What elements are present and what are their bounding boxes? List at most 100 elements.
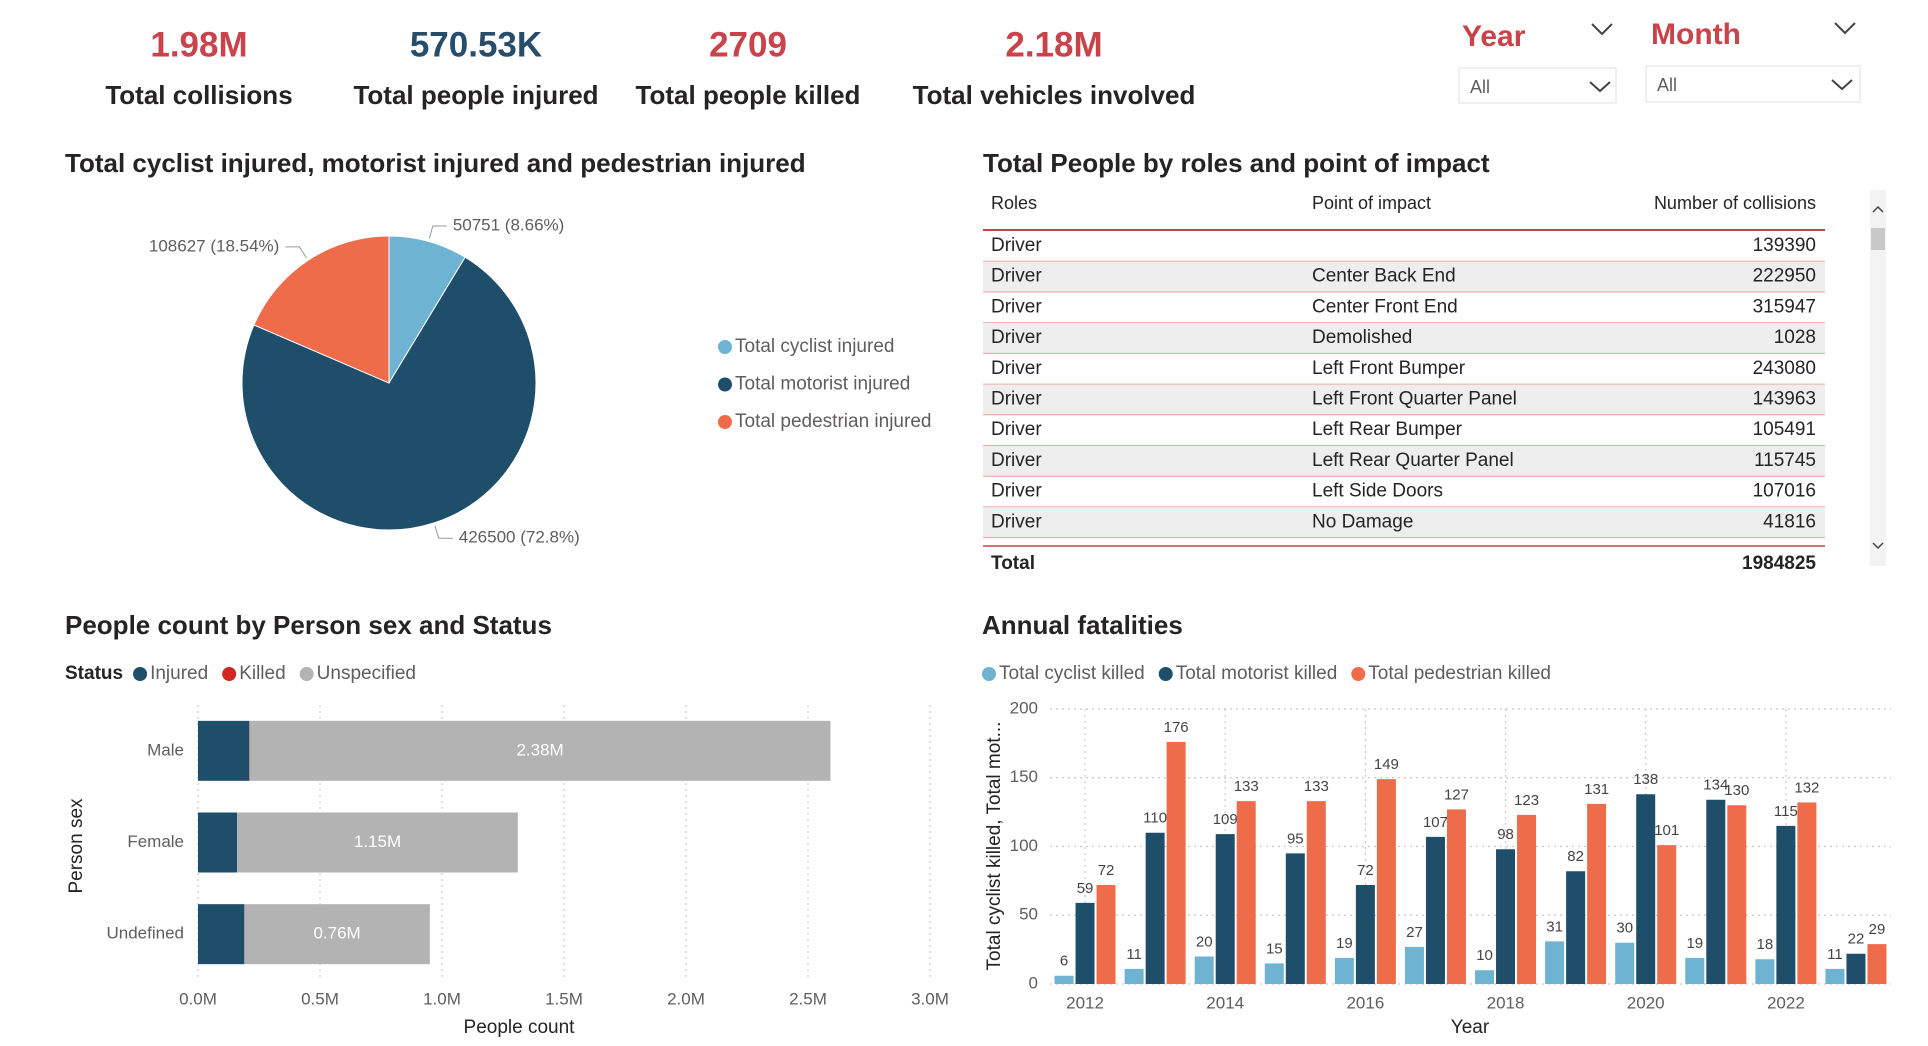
dropdown[interactable] — [1458, 67, 1617, 104]
bar — [1376, 779, 1396, 984]
x-tick-label: 2014 — [1206, 993, 1244, 1012]
table-cell: Driver — [991, 266, 1042, 287]
chevron[interactable] — [1834, 22, 1856, 35]
table-cell: Driver — [991, 389, 1042, 410]
bar — [1124, 968, 1144, 984]
bar-segment — [249, 720, 831, 781]
column-header: Point of impact — [1312, 193, 1431, 213]
table-cell: 243080 — [1753, 358, 1816, 379]
total-label: Total — [991, 553, 1035, 574]
slicer-value: All — [1657, 75, 1677, 95]
scroll-down[interactable] — [1872, 542, 1884, 550]
bar — [1566, 871, 1586, 984]
legend-marker — [222, 667, 237, 681]
bar — [1446, 809, 1466, 984]
data-label: 107 — [1423, 814, 1448, 831]
y-tick-label: Male — [147, 740, 184, 759]
slicer-value: All — [1470, 77, 1490, 97]
table-cell: Demolished — [1312, 327, 1412, 348]
scroll-thumb[interactable] — [1871, 228, 1885, 250]
data-label: 31 — [1546, 918, 1563, 935]
y-axis-title: Person sex — [66, 798, 87, 894]
bar — [1054, 975, 1074, 984]
legend-title: Status — [65, 663, 123, 684]
data-label: 72 — [1357, 862, 1374, 879]
bar — [1517, 814, 1537, 984]
data-label: 11 — [1126, 946, 1142, 963]
x-axis-title: People count — [464, 1017, 576, 1038]
leader-line — [434, 525, 453, 539]
scroll-track[interactable] — [1870, 190, 1886, 566]
bar — [1636, 794, 1656, 984]
legend-label: Total pedestrian injured — [735, 411, 931, 432]
bar — [1334, 957, 1354, 984]
data-label: 50751 (8.66%) — [453, 215, 565, 234]
bar — [1545, 941, 1565, 984]
x-tick-label: 1.0M — [423, 989, 461, 1008]
data-label: 2.38M — [516, 740, 563, 759]
legend-label: Total motorist killed — [1176, 663, 1338, 684]
leader-line — [285, 246, 307, 259]
bar — [1264, 963, 1284, 984]
bar — [1215, 834, 1235, 984]
x-tick-label: 0.5M — [301, 989, 339, 1008]
table-cell: 115745 — [1754, 450, 1816, 471]
data-label: 15 — [1266, 940, 1283, 957]
data-label: 101 — [1654, 822, 1679, 839]
data-label: 10 — [1476, 947, 1493, 964]
bar — [1194, 956, 1214, 984]
scroll-up[interactable] — [1872, 205, 1884, 213]
chevron[interactable] — [1589, 81, 1611, 93]
chevron[interactable] — [1831, 79, 1853, 91]
row-band — [983, 323, 1825, 354]
table-cell: Driver — [991, 358, 1042, 379]
month-slicer[interactable]: Month All — [1645, 18, 1861, 103]
bar — [1425, 836, 1445, 984]
data-label: 72 — [1098, 862, 1115, 879]
table-cell: Driver — [991, 450, 1042, 471]
bar — [1825, 968, 1845, 984]
x-tick-label: 2012 — [1066, 993, 1104, 1012]
x-tick-label: 2018 — [1487, 993, 1525, 1012]
data-label: 134 — [1703, 777, 1728, 794]
dropdown[interactable] — [1645, 65, 1861, 103]
bar — [1846, 953, 1866, 984]
table-cell: Center Front End — [1312, 296, 1458, 317]
bar-segment — [198, 812, 238, 873]
total-value: 1984825 — [1742, 553, 1816, 574]
legend-label: Killed — [239, 663, 285, 684]
kpi-label: Total people injured — [353, 80, 598, 110]
year-slicer[interactable]: Year All — [1458, 20, 1617, 104]
bar — [1166, 742, 1186, 984]
legend-label: Total pedestrian killed — [1368, 663, 1551, 684]
data-label: 30 — [1616, 920, 1633, 937]
table-cell: 315947 — [1753, 296, 1816, 317]
data-label: 19 — [1686, 935, 1703, 952]
table-cell: Left Front Bumper — [1312, 358, 1466, 379]
y-tick-label: 50 — [1019, 905, 1038, 924]
bar — [1096, 885, 1116, 984]
x-tick-label: 1.5M — [545, 989, 583, 1008]
bar — [1867, 944, 1887, 984]
slicer-title: Year — [1462, 20, 1526, 53]
data-label: 115 — [1774, 803, 1798, 820]
table-title: Total People by roles and point of impac… — [983, 148, 1490, 178]
legend-marker — [1158, 667, 1173, 681]
data-label: 82 — [1567, 848, 1584, 865]
scrollbar[interactable] — [1870, 190, 1886, 566]
chevron[interactable] — [1591, 23, 1613, 36]
data-label: 0.76M — [313, 924, 360, 943]
data-label: 138 — [1633, 771, 1658, 788]
legend-label: Injured — [150, 663, 208, 684]
row-band — [983, 445, 1825, 477]
data-label: 127 — [1444, 786, 1469, 803]
data-label: 132 — [1794, 779, 1819, 796]
y-tick-label: 150 — [1010, 767, 1038, 786]
chart-title: Total cyclist injured, motorist injured … — [65, 148, 806, 178]
bar — [1306, 801, 1326, 984]
table-cell: 105491 — [1753, 419, 1816, 440]
legend-marker — [982, 667, 996, 681]
bar — [1706, 799, 1726, 984]
chart-title: People count by Person sex and Status — [65, 610, 552, 640]
